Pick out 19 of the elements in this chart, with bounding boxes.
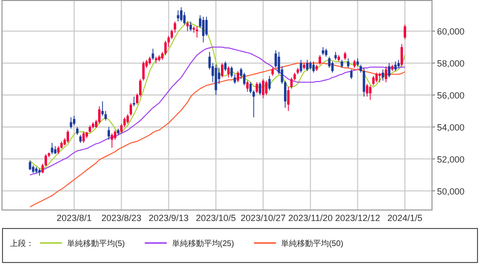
x-tick-label: 2024/1/5: [387, 213, 422, 223]
y-tick-label: 56,000: [437, 90, 465, 101]
line-series: [30, 46, 406, 176]
y-tick-label: 50,000: [437, 186, 465, 196]
legend-label: 単純移動平均(5): [67, 239, 126, 248]
y-tick-label: 52,000: [437, 154, 465, 164]
y-tick-label: 60,000: [437, 26, 465, 37]
x-tick-label: 2023/11/20: [288, 213, 333, 223]
legend-label: 単純移動平均(25): [172, 239, 234, 248]
x-tick-label: 2023/10/5: [196, 213, 236, 223]
x-tick-label: 2023/10/27: [240, 213, 286, 223]
y-tick-label: 58,000: [437, 58, 465, 69]
x-tick-label: 2023/12/12: [335, 213, 380, 223]
legend-label: 単純移動平均(50): [281, 239, 344, 248]
x-tick-label: 2023/8/1: [56, 213, 92, 223]
x-tick-label: 2023/9/13: [148, 213, 189, 223]
legend-title: 上段：: [10, 239, 34, 248]
x-tick-label: 2023/8/23: [101, 213, 142, 223]
y-tick-label: 54,000: [437, 122, 465, 132]
